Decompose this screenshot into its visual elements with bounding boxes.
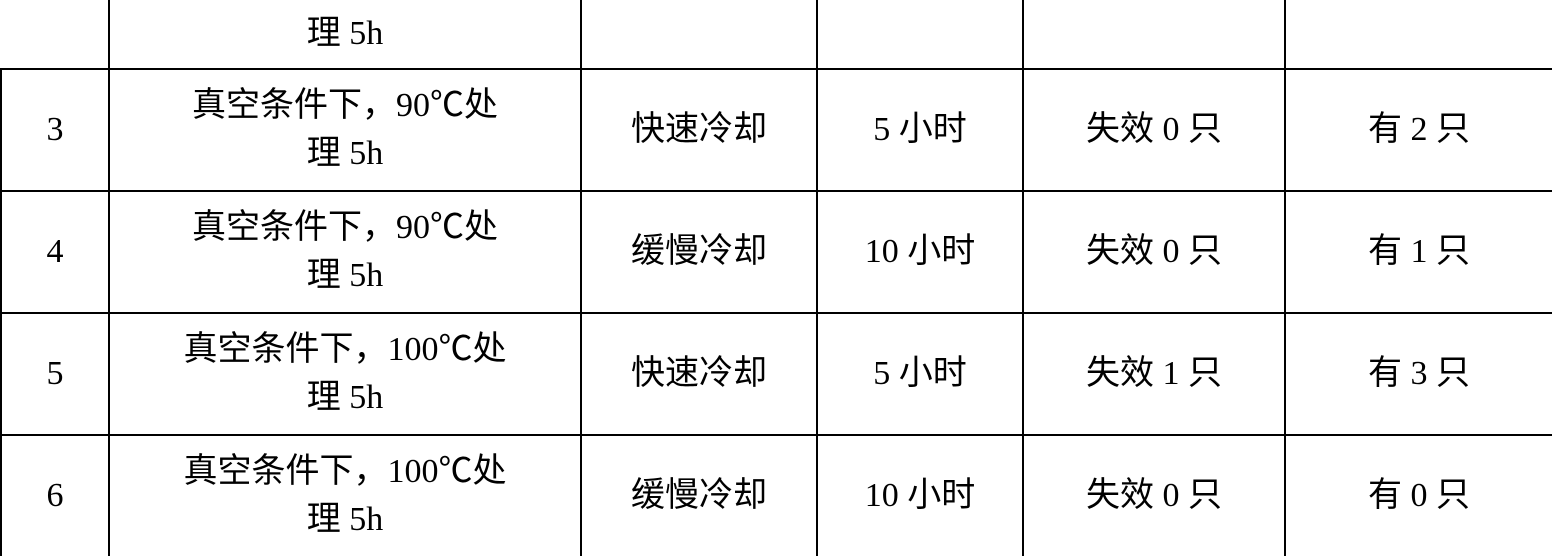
top-cell-condition: 理 5h — [109, 0, 581, 69]
cell-has: 有 0 只 — [1285, 435, 1552, 556]
cell-failure: 失效 1 只 — [1023, 313, 1285, 435]
cell-condition: 真空条件下，100℃处 理 5h — [109, 313, 581, 435]
partial-top-row: 理 5h — [1, 0, 1552, 69]
top-cell-2 — [581, 0, 817, 69]
cell-failure: 失效 0 只 — [1023, 435, 1285, 556]
top-cell-5 — [1285, 0, 1552, 69]
condition-line1: 真空条件下，90℃处 — [114, 82, 576, 130]
cell-idx: 3 — [1, 69, 109, 191]
cell-has: 有 2 只 — [1285, 69, 1552, 191]
condition-line1: 真空条件下，90℃处 — [114, 204, 576, 252]
cell-duration: 10 小时 — [817, 191, 1023, 313]
table-row: 5 真空条件下，100℃处 理 5h 快速冷却 5 小时 失效 1 只 有 3 … — [1, 313, 1552, 435]
condition-line2: 理 5h — [114, 130, 576, 178]
cell-failure: 失效 0 只 — [1023, 69, 1285, 191]
cell-has: 有 3 只 — [1285, 313, 1552, 435]
table-row: 3 真空条件下，90℃处 理 5h 快速冷却 5 小时 失效 0 只 有 2 只 — [1, 69, 1552, 191]
cell-failure: 失效 0 只 — [1023, 191, 1285, 313]
cell-duration: 5 小时 — [817, 313, 1023, 435]
condition-line2: 理 5h — [114, 252, 576, 300]
data-table: 理 5h 3 真空条件下，90℃处 理 5h 快速冷却 5 小时 失效 0 只 … — [0, 0, 1552, 556]
condition-line1: 真空条件下，100℃处 — [114, 326, 576, 374]
cell-duration: 10 小时 — [817, 435, 1023, 556]
cell-duration: 5 小时 — [817, 69, 1023, 191]
top-cell-3 — [817, 0, 1023, 69]
cell-cooling: 缓慢冷却 — [581, 435, 817, 556]
cell-condition: 真空条件下，90℃处 理 5h — [109, 191, 581, 313]
cell-condition: 真空条件下，100℃处 理 5h — [109, 435, 581, 556]
cell-condition: 真空条件下，90℃处 理 5h — [109, 69, 581, 191]
condition-line2: 理 5h — [114, 374, 576, 422]
table-row: 4 真空条件下，90℃处 理 5h 缓慢冷却 10 小时 失效 0 只 有 1 … — [1, 191, 1552, 313]
cell-idx: 5 — [1, 313, 109, 435]
condition-line1: 真空条件下，100℃处 — [114, 448, 576, 496]
cell-cooling: 快速冷却 — [581, 69, 817, 191]
condition-line2: 理 5h — [114, 496, 576, 544]
top-cell-4 — [1023, 0, 1285, 69]
cell-idx: 6 — [1, 435, 109, 556]
cell-cooling: 缓慢冷却 — [581, 191, 817, 313]
cell-idx: 4 — [1, 191, 109, 313]
table-row: 6 真空条件下，100℃处 理 5h 缓慢冷却 10 小时 失效 0 只 有 0… — [1, 435, 1552, 556]
table-container: 理 5h 3 真空条件下，90℃处 理 5h 快速冷却 5 小时 失效 0 只 … — [0, 0, 1552, 556]
top-cell-0 — [1, 0, 109, 69]
cell-cooling: 快速冷却 — [581, 313, 817, 435]
cell-has: 有 1 只 — [1285, 191, 1552, 313]
